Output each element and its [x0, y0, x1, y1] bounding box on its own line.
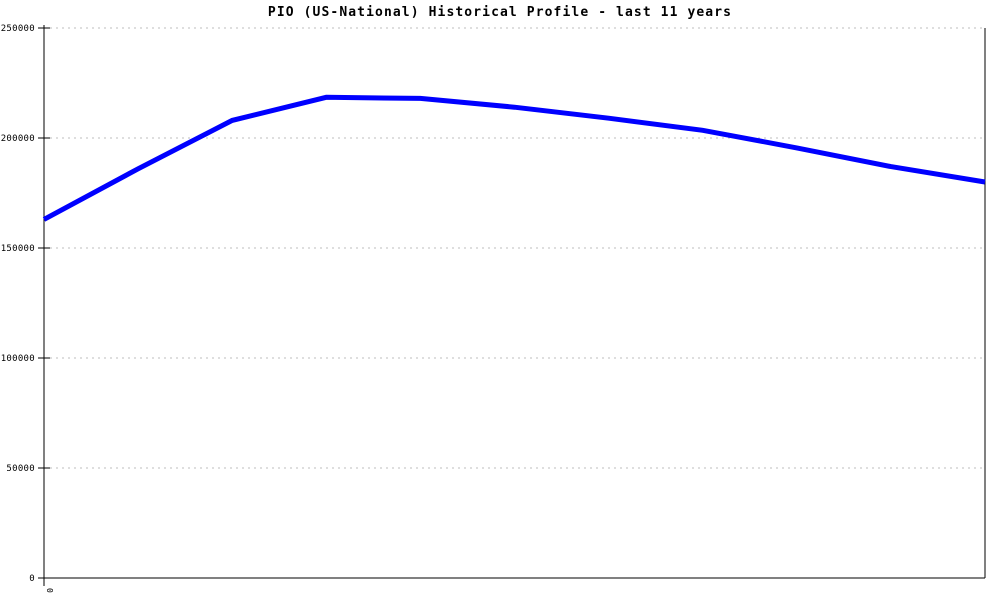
x-tick-label: 0 — [45, 588, 54, 593]
series-line — [42, 94, 986, 222]
y-tick-label: 0 — [29, 574, 35, 584]
chart-title: PIO (US-National) Historical Profile - l… — [267, 5, 733, 20]
y-tick-label: 50000 — [6, 464, 35, 474]
y-tick-label: 100000 — [1, 354, 35, 364]
y-tick-label: 250000 — [1, 24, 35, 34]
y-tick-label: 150000 — [1, 244, 35, 254]
y-tick-label: 200000 — [1, 134, 35, 144]
